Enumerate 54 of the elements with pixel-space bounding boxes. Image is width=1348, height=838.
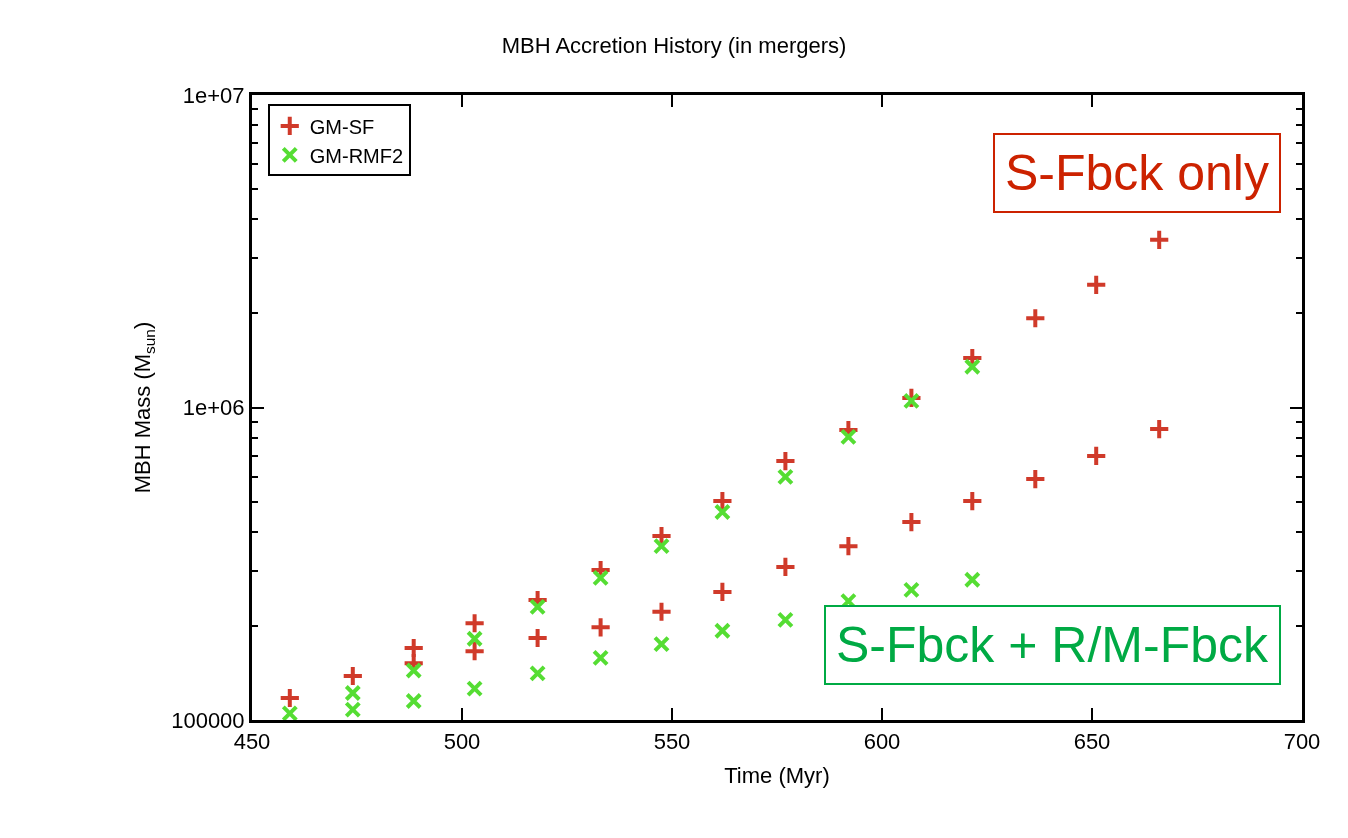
- point: [776, 611, 794, 629]
- x-tick-label: 650: [1073, 729, 1111, 755]
- point: [463, 612, 486, 635]
- legend-label: GM-RMF2: [309, 144, 404, 167]
- point: [900, 510, 923, 534]
- point: [837, 535, 860, 558]
- point: [281, 704, 299, 720]
- point: [529, 598, 547, 616]
- point: [466, 680, 484, 698]
- point: [341, 664, 364, 688]
- point: [1085, 444, 1108, 468]
- point: [1024, 468, 1047, 491]
- point: [963, 358, 981, 376]
- x-tick-label: 600: [863, 729, 901, 755]
- point: [1148, 228, 1171, 251]
- y-tick-label: 1e+07: [182, 82, 245, 108]
- point: [526, 626, 549, 650]
- x-axis-title: Time (Myr): [724, 763, 830, 789]
- x-tick-label: 500: [443, 729, 481, 755]
- point: [650, 600, 673, 623]
- x-tick-label: 700: [1283, 729, 1321, 755]
- point: [839, 428, 857, 446]
- point: [774, 449, 797, 473]
- point: [466, 630, 484, 648]
- y-tick-label: 1e+06: [182, 395, 245, 421]
- annotation: S-Fbck only: [1005, 145, 1269, 201]
- point: [1085, 273, 1108, 296]
- point: [711, 580, 734, 603]
- annotation: S-Fbck + R/M-Fbck: [836, 617, 1269, 673]
- point: [902, 392, 920, 410]
- point: [463, 640, 486, 663]
- point: [653, 537, 670, 555]
- point: [405, 692, 423, 710]
- point: [344, 684, 362, 702]
- point: [776, 468, 794, 486]
- point: [902, 581, 920, 599]
- legend-label: GM-SF: [309, 115, 375, 138]
- point: [1148, 417, 1171, 441]
- point: [961, 489, 984, 513]
- point: [963, 571, 981, 589]
- point: [713, 503, 731, 521]
- point: [653, 635, 670, 653]
- point: [592, 569, 610, 587]
- point: [344, 701, 362, 719]
- point: [1024, 307, 1047, 330]
- point: [529, 664, 547, 682]
- point: [774, 555, 797, 578]
- point: [278, 686, 301, 710]
- point: [713, 622, 731, 640]
- chart-title: MBH Accretion History (in mergers): [501, 33, 847, 59]
- point: [589, 616, 612, 639]
- point: [592, 649, 610, 667]
- point: [405, 662, 423, 680]
- x-tick-label: 550: [653, 729, 691, 755]
